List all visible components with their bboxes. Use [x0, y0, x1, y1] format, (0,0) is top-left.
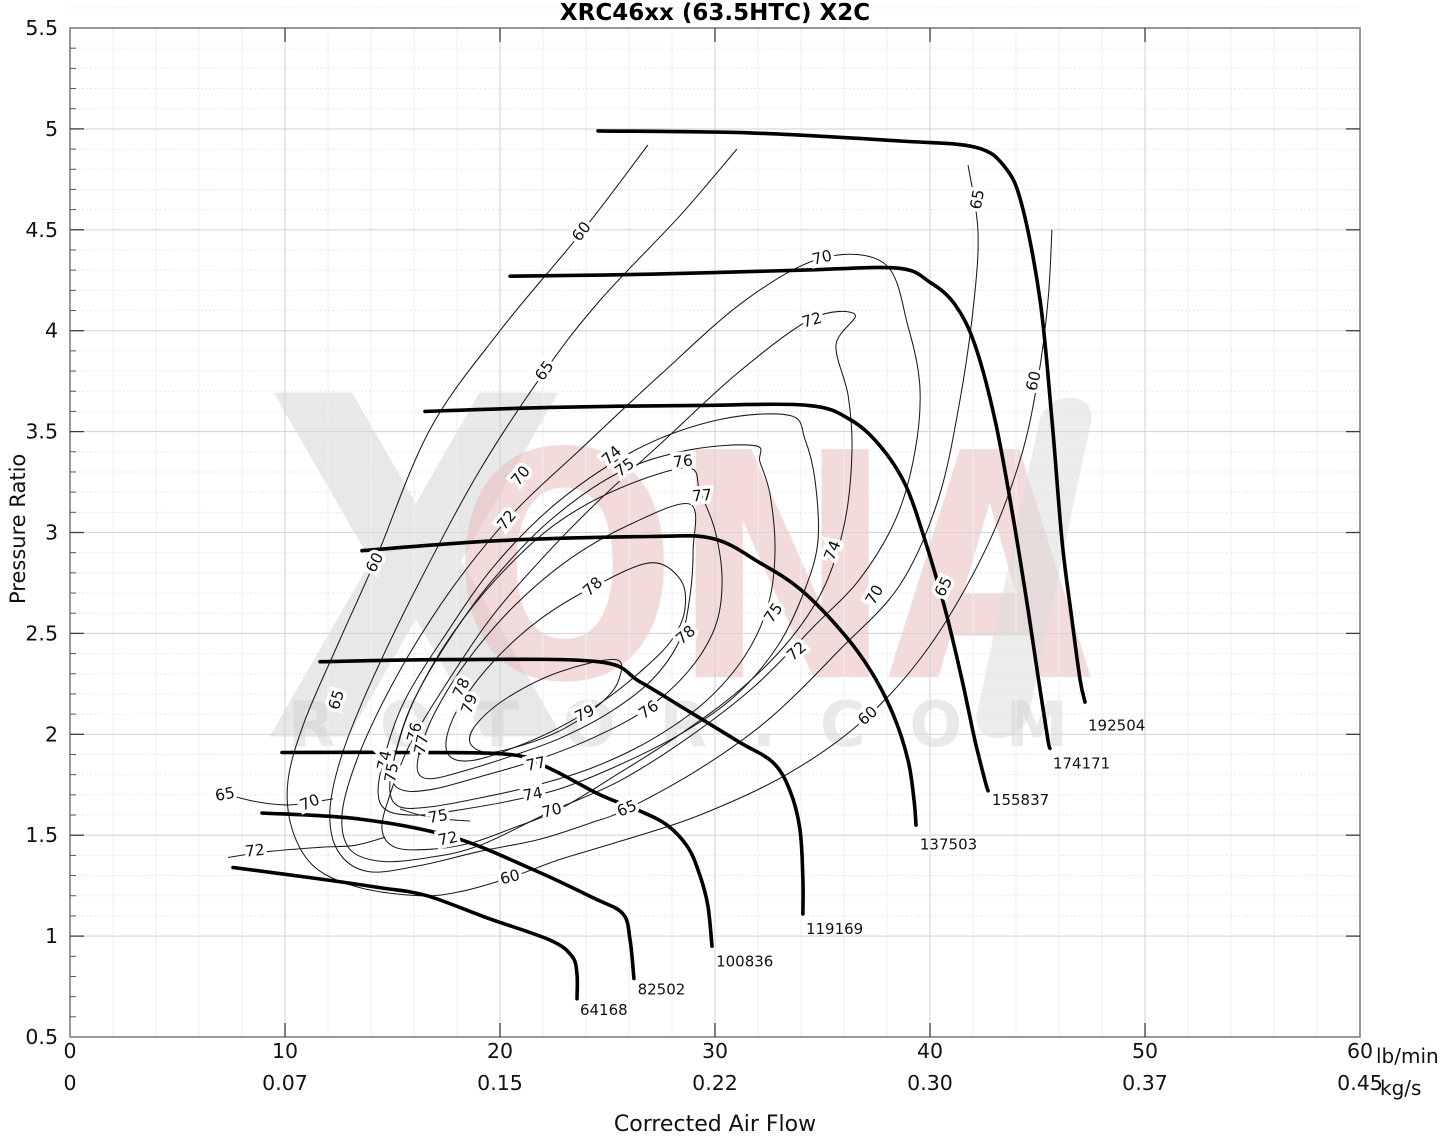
tick-labels: 0 0 10 0.07 20 0.15 30 0.22 40 0.30 50 0.37 60 0.45 0.…	[25, 16, 1382, 1095]
x-tick-label-lbmin: 10	[272, 1039, 298, 1063]
contour-label-72: 72	[783, 638, 810, 665]
x-tick-label-kgs: 0.37	[1122, 1071, 1168, 1095]
contour-label-60: 60	[362, 550, 387, 576]
grid	[70, 7, 1360, 1037]
contour-label-77: 77	[691, 486, 712, 506]
contour-label-70: 70	[862, 582, 887, 608]
y-tick-label: 4	[45, 319, 58, 343]
y-tick-label: 3.5	[25, 420, 58, 444]
contour-74	[377, 413, 820, 816]
contour-label-65: 65	[214, 784, 237, 805]
speed-line-137503	[360, 533, 918, 827]
y-tick-label: 5	[45, 117, 58, 141]
contour-label-78: 78	[672, 622, 699, 648]
x-tick-label-kgs: 0.45	[1337, 1071, 1383, 1095]
y-tick-label: 1	[45, 924, 58, 948]
contour-76	[391, 467, 723, 793]
contour-label-74: 74	[522, 784, 545, 805]
x-tick-label-kgs: 0.07	[262, 1071, 308, 1095]
x-tick-label-lbmin: 40	[917, 1039, 943, 1063]
speed-line-label-64168: 64168	[580, 1001, 628, 1019]
x-axis-unit-kgs: kg/s	[1380, 1076, 1422, 1100]
contour-72	[227, 836, 386, 858]
contour-label-60: 60	[1022, 369, 1044, 393]
chart-title: XRC46xx (63.5HTC) X2C	[559, 0, 871, 26]
speed-line-label-155837: 155837	[992, 791, 1049, 809]
contour-label-76: 76	[672, 451, 694, 471]
contour-75	[389, 444, 776, 809]
speed-line-100836	[280, 750, 714, 948]
speed-line-82502	[260, 811, 636, 981]
contour-label-70: 70	[507, 462, 533, 489]
contour-label-75: 75	[760, 600, 786, 626]
contour-75	[399, 808, 470, 822]
speed-line-174171	[508, 265, 1052, 751]
contour-label-77: 77	[524, 753, 547, 775]
y-tick-label: 1.5	[25, 823, 58, 847]
speed-line-119169	[318, 657, 805, 916]
speed-line-label-137503: 137503	[920, 835, 977, 853]
y-axis-label: Pressure Ratio	[6, 453, 30, 604]
x-tick-label-lbmin: 30	[702, 1039, 728, 1063]
y-tick-label: 0.5	[25, 1025, 58, 1049]
contour-label-70: 70	[810, 246, 834, 268]
speed-line-192504	[596, 129, 1087, 704]
y-tick-label: 2.5	[25, 621, 58, 645]
contour-label-65: 65	[614, 796, 639, 820]
contour-65	[329, 148, 979, 873]
contour-label-60: 60	[498, 866, 522, 888]
axes	[69, 27, 1361, 1038]
contour-70	[341, 253, 921, 863]
y-tick-label: 2	[45, 722, 58, 746]
contour-label-78: 78	[579, 573, 606, 600]
contour-78	[445, 562, 687, 762]
x-tick-label-kgs: 0.15	[477, 1071, 523, 1095]
x-tick-label-kgs: 0	[63, 1071, 76, 1095]
speed-line-label-82502: 82502	[638, 981, 686, 999]
watermark-domain-text: ROTOR.COM	[288, 688, 1112, 761]
x-tick-label-kgs: 0.30	[907, 1071, 953, 1095]
y-tick-label: 4.5	[25, 218, 58, 242]
efficiency-contours	[214, 144, 1053, 897]
contour-label-74: 74	[820, 538, 844, 563]
x-tick-label-lbmin: 50	[1132, 1039, 1158, 1063]
contour-label-65: 65	[967, 188, 988, 211]
x-tick-label-lbmin: 20	[487, 1039, 513, 1063]
speed-line-label-174171: 174171	[1053, 755, 1110, 773]
x-tick-label-lbmin: 60	[1347, 1039, 1373, 1063]
speed-line-label-119169: 119169	[806, 920, 863, 938]
contour-label-70: 70	[297, 790, 322, 814]
contour-label-60: 60	[568, 218, 594, 245]
contour-label-70: 70	[540, 799, 564, 821]
contour-77	[416, 502, 697, 780]
contour-label-75: 75	[381, 761, 402, 784]
contour-label-72: 72	[244, 841, 266, 861]
contour-60	[286, 144, 1053, 897]
contour-label-72: 72	[800, 309, 824, 332]
y-tick-label: 3	[45, 521, 58, 545]
x-tick-label-lbmin: 0	[63, 1039, 76, 1063]
contour-65	[214, 790, 333, 806]
speed-line-155837	[423, 402, 990, 793]
x-axis-unit-lbmin: lb/min	[1376, 1044, 1439, 1068]
x-tick-label-kgs: 0.22	[692, 1071, 738, 1095]
contour-label-65: 65	[531, 358, 557, 384]
speed-line-label-100836: 100836	[716, 952, 773, 970]
contour-label-75: 75	[427, 806, 450, 827]
y-tick-label: 5.5	[25, 16, 58, 40]
x-axis-label: Corrected Air Flow	[613, 1112, 817, 1137]
speed-line-label-192504: 192504	[1088, 716, 1145, 734]
speed-line-64168	[231, 865, 580, 1001]
